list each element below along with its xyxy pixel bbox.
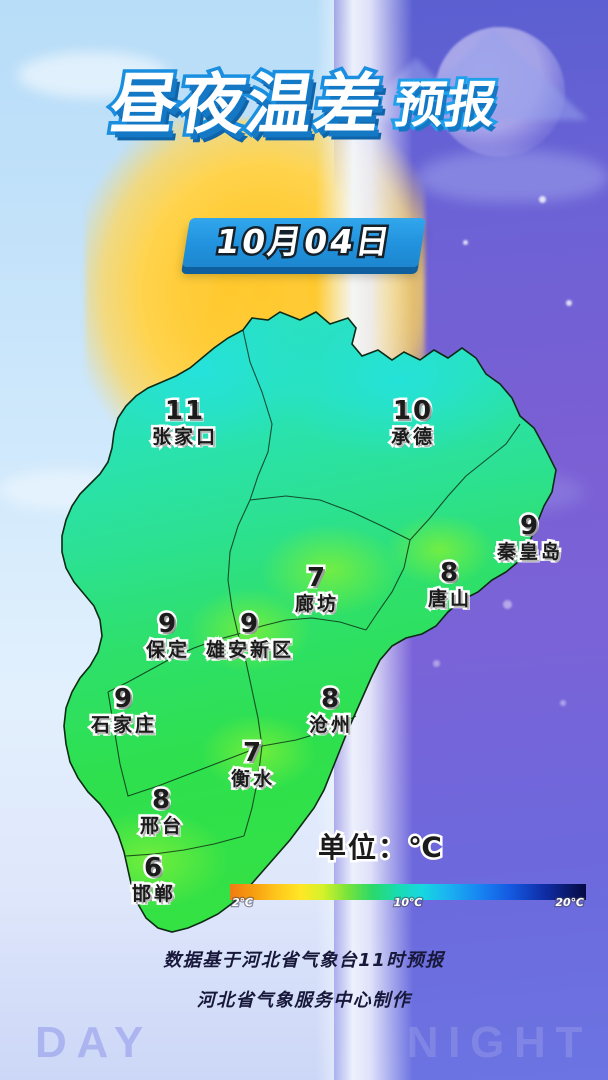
footer-source-line: 数据基于河北省气象台11时预报 (163, 950, 445, 971)
footer: 数据基于河北省气象台11时预报 河北省气象服务中心制作 (0, 952, 608, 1032)
legend-tick-mid: 10℃ (392, 895, 423, 911)
star-icon (463, 240, 468, 245)
star-icon (433, 660, 440, 667)
legend-tick-row: 2℃ 10℃ 20℃ (230, 895, 586, 914)
prefecture-borders (107, 329, 521, 857)
star-icon (539, 196, 546, 203)
star-icon (560, 700, 566, 706)
star-icon (503, 600, 512, 609)
legend-tick-max: 20℃ (554, 895, 585, 911)
footer-producer-line: 河北省气象服务中心制作 (196, 990, 412, 1011)
night-cloud-icon (418, 150, 608, 202)
map-svg (61, 311, 557, 933)
date-badge-text: 10月04日 (211, 220, 398, 264)
map-fill (62, 312, 556, 932)
title-main-text: 昼夜温差 (101, 63, 392, 147)
legend-gradient (230, 884, 586, 900)
province-border (61, 311, 557, 933)
date-badge: 10月04日 (182, 218, 426, 267)
legend-tick-min: 2℃ (231, 895, 254, 911)
legend-colorbar (230, 884, 586, 900)
night-watermark: NIGHT (406, 1018, 592, 1067)
hebei-temperature-map: 11 张家口 10 承德 9 秦皇岛 8 唐山 7 廊坊 9 雄安新区 9 保定 9 石家庄 8 沧州 7 衡水 8 邢台… (0, 300, 608, 940)
poster-title: 昼夜温差 预报 (0, 63, 608, 147)
cloud-icon (18, 52, 168, 98)
star-icon (566, 300, 572, 306)
title-sub-text: 预报 (387, 73, 504, 137)
day-watermark: DAY (35, 1018, 153, 1067)
legend-unit-label: 单位：℃ (316, 829, 445, 867)
